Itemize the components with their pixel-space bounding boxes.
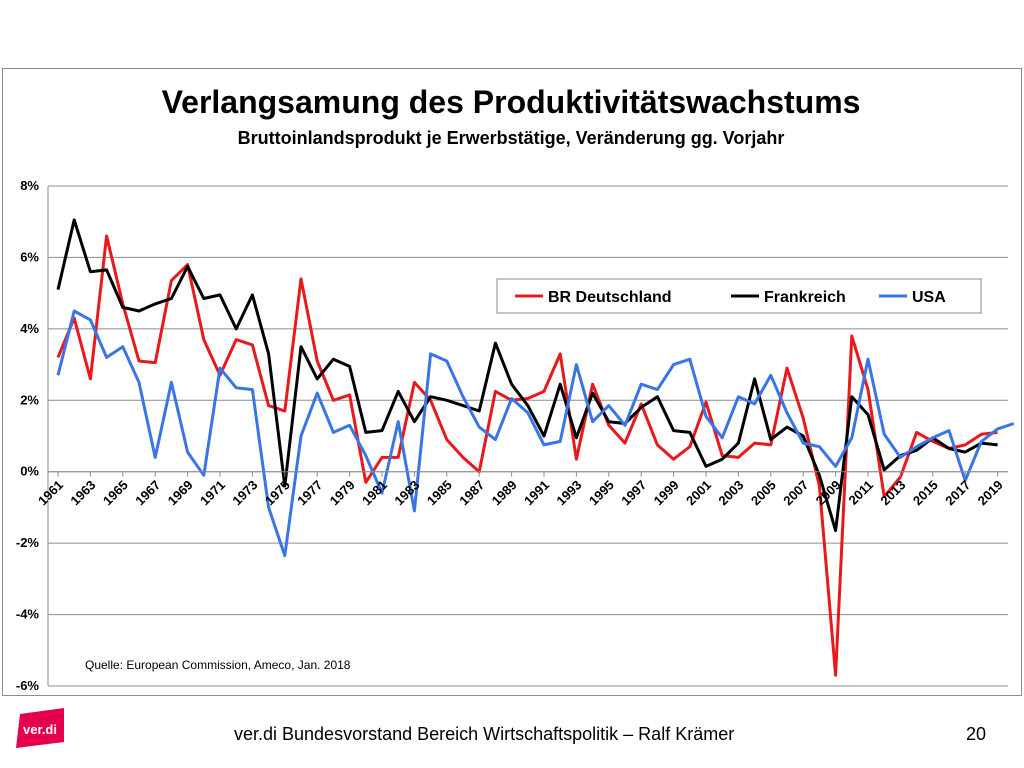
x-tick-label: 2017 [942, 477, 973, 508]
y-tick-label: 2% [20, 392, 39, 407]
series-layer [56, 218, 1015, 677]
x-tick-label: 2007 [780, 477, 811, 508]
x-tick-label: 1969 [165, 477, 196, 508]
logo-shape [16, 708, 64, 748]
x-tick-label: 1967 [132, 477, 163, 508]
x-tick-label: 1979 [327, 477, 358, 508]
y-tick-label: -4% [16, 607, 40, 622]
x-axis: 1961 1963 1965 1967 1969 1971 1973 1975 1977 1979… [35, 471, 1008, 508]
y-axis: -6% -4% -2% 0% 2% 4% 6% 8% [16, 178, 40, 693]
y-tick-label: 6% [20, 249, 39, 264]
series-line-frankreich [56, 218, 998, 533]
x-tick-label: 2005 [748, 477, 779, 508]
x-tick-label: 1995 [586, 477, 617, 508]
x-tick-label: 1987 [456, 477, 487, 508]
x-tick-label: 1965 [100, 477, 131, 508]
x-tick-label: 2001 [683, 477, 714, 508]
x-tick-label: 1989 [489, 477, 520, 508]
x-tick-label: 2015 [910, 477, 941, 508]
series-line-br-deutschland [56, 234, 998, 677]
x-tick-label: 2011 [846, 477, 877, 508]
logo-text: ver.di [23, 722, 57, 737]
page-number: 20 [966, 724, 987, 744]
footer-text: ver.di Bundesvorstand Bereich Wirtschaft… [234, 724, 735, 744]
x-tick-label: 1999 [651, 477, 682, 508]
legend-label: USA [912, 289, 946, 306]
y-tick-label: 0% [20, 464, 39, 479]
y-tick-label: -6% [16, 678, 40, 693]
y-tick-label: 4% [20, 321, 39, 336]
chart-frame: Verlangsamung des Produktivitätswachstum… [2, 68, 1022, 696]
x-tick-label: 2019 [975, 477, 1006, 508]
chart-title: Verlangsamung des Produktivitätswachstum… [162, 84, 861, 120]
x-tick-label: 2003 [715, 477, 746, 508]
x-tick-label: 1973 [229, 477, 260, 508]
x-tick-label: 1991 [521, 477, 552, 508]
x-tick-label: 1963 [67, 477, 98, 508]
x-tick-label: 1961 [35, 477, 66, 508]
y-tick-label: 8% [20, 178, 39, 193]
source-note: Quelle: European Commission, Ameco, Jan.… [85, 658, 351, 672]
grid-layer [47, 185, 1008, 687]
chart-subtitle: Bruttoinlandsprodukt je Erwerbstätige, V… [238, 128, 785, 148]
legend-label: BR Deutschland [548, 289, 672, 306]
x-tick-label: 1985 [424, 477, 455, 508]
x-tick-label: 1997 [618, 477, 649, 508]
x-tick-label: 1971 [197, 477, 228, 508]
line-chart: Verlangsamung des Produktivitätswachstum… [16, 84, 1015, 693]
verdi-logo: ver.di [16, 708, 64, 748]
legend: BR Deutschland Frankreich USA [496, 278, 982, 314]
x-tick-label: 1993 [553, 477, 584, 508]
y-tick-label: -2% [16, 535, 40, 550]
legend-label: Frankreich [764, 289, 846, 306]
series-line-usa [56, 309, 1015, 558]
x-tick-label: 1977 [294, 477, 325, 508]
